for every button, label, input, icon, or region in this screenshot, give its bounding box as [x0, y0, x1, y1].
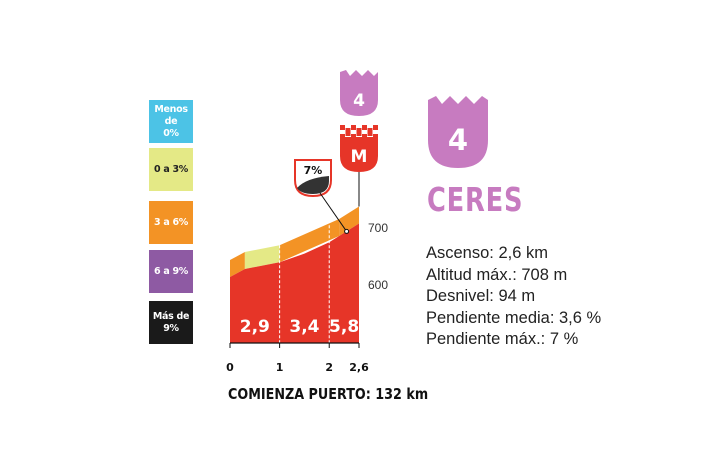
max-gradient-point — [344, 228, 350, 234]
category-badge-large: 4 — [428, 96, 488, 168]
category-badge-large-shape — [428, 96, 488, 168]
summit-crenellation — [340, 125, 378, 139]
crenel-bottom-1 — [345, 131, 351, 136]
x-axis-ticks: 0 1 2 2,6 — [226, 343, 369, 374]
legend-item-6-9: 6 a 9% — [149, 250, 193, 293]
segment-label-0: 2,9 — [240, 317, 270, 337]
max-gradient-badge-label: 7% — [304, 164, 323, 177]
crenel-bottom-2 — [351, 134, 356, 139]
x-tick-label-2: 2 — [325, 361, 333, 374]
x-tick-label-1: 1 — [276, 361, 284, 374]
crenel-top-5 — [367, 128, 373, 133]
y-axis-ticks: 600 700 — [368, 221, 388, 292]
stat-max-altitude: Altitud máx.: 708 m — [426, 265, 568, 284]
gradient-band-0 — [230, 252, 245, 278]
crenel-top-6 — [373, 125, 378, 130]
segment-label-2: 5,8 — [329, 317, 359, 337]
crenel-top-4 — [362, 125, 367, 130]
summit-marker: M — [340, 125, 378, 172]
gradient-band-2 — [279, 218, 340, 263]
crenel-bottom-5 — [367, 131, 373, 136]
legend-item-3-6: 3 a 6% — [149, 201, 193, 244]
crenel-top-1 — [345, 128, 351, 133]
summit-marker-shape — [340, 137, 378, 172]
crenel-bottom-4 — [362, 134, 367, 139]
y-tick-label-1: 700 — [368, 221, 388, 235]
max-gradient-leader-line — [319, 192, 348, 232]
gradient-band-1 — [244, 245, 280, 270]
crenel-top-0 — [340, 125, 345, 130]
segment-gradient-labels: 2,9 3,4 5,8 — [240, 317, 359, 337]
y-tick-label-0: 600 — [368, 278, 388, 292]
crenel-top-2 — [351, 125, 356, 130]
legend-item-over-9: Más de 9% — [149, 301, 193, 344]
stat-max-gradient: Pendiente máx.: 7 % — [426, 330, 579, 348]
gradient-bands — [230, 206, 359, 278]
crenel-bottom-0 — [340, 134, 345, 139]
segment-label-1: 3,4 — [289, 317, 319, 337]
summit-marker-label: M — [351, 147, 368, 167]
x-tick-label-3: 2,6 — [349, 361, 369, 374]
stat-avg-gradient: Pendiente media: 3,6 % — [426, 308, 602, 327]
x-tick-label-0: 0 — [226, 361, 234, 374]
crenel-bottom-3 — [356, 131, 362, 136]
category-badge-small: 4 — [340, 70, 378, 116]
legend-item-0-3: 0 a 3% — [149, 148, 193, 191]
max-gradient-badge: 7% — [294, 159, 350, 234]
legend-item-negative: Menos de 0% — [149, 100, 193, 143]
km-divider-lines — [279, 225, 330, 343]
category-badge-large-label: 4 — [448, 123, 468, 157]
profile-area — [230, 223, 359, 343]
crenel-bottom-6 — [373, 134, 378, 139]
category-badge-small-label: 4 — [353, 91, 365, 111]
pass-name: CERES — [427, 180, 524, 219]
stat-ascent: Ascenso: 2,6 km — [426, 244, 548, 262]
category-badge-small-shape — [340, 70, 378, 116]
pass-stats: Ascenso: 2,6 km Altitud máx.: 708 m Desn… — [426, 243, 601, 351]
climb-start-label: COMIENZA PUERTO: 132 km — [228, 385, 429, 403]
max-gradient-slope-icon — [297, 176, 329, 194]
stat-elevation-gain: Desnivel: 94 m — [426, 287, 536, 305]
crenel-top-3 — [356, 128, 362, 133]
